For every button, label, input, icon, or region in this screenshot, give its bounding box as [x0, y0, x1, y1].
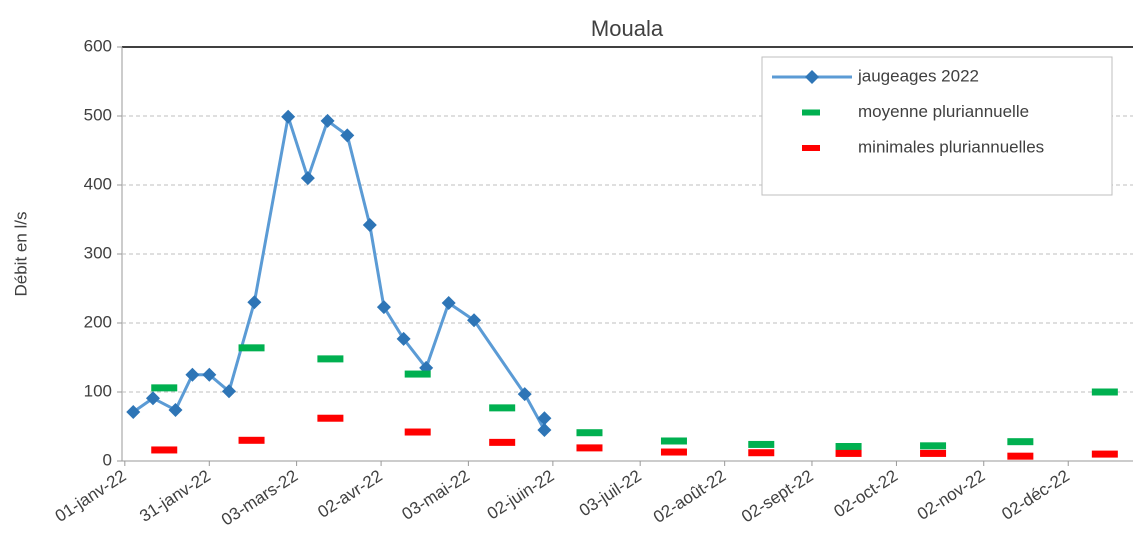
- dash-marker: [404, 370, 431, 378]
- dash-marker: [1091, 450, 1118, 458]
- dash-marker: [1007, 438, 1034, 446]
- data-point: [376, 300, 391, 315]
- x-tick-label: 02-déc-22: [998, 466, 1073, 524]
- x-tick-label: 03-juil-22: [576, 466, 645, 520]
- x-tick-label: 03-mars-22: [218, 466, 301, 529]
- y-axis-label: Débit en l/s: [11, 211, 30, 296]
- y-tick-label: 600: [84, 36, 112, 55]
- x-tick-label: 31-janv-22: [136, 466, 214, 526]
- x-tick-label: 02-sept-22: [738, 466, 817, 526]
- x-tick-label: 02-avr-22: [314, 466, 385, 522]
- dash-marker: [489, 404, 516, 412]
- x-tick-label: 02-août-22: [650, 466, 729, 527]
- legend-label: minimales pluriannuelles: [858, 137, 1044, 156]
- dash-marker: [835, 449, 862, 457]
- dash-marker: [660, 437, 687, 445]
- x-tick-label: 03-mai-22: [398, 466, 473, 524]
- legend-marker: [802, 109, 820, 116]
- dash-marker: [835, 443, 862, 451]
- dash-marker: [576, 444, 603, 452]
- series-line: [132, 116, 546, 431]
- data-point: [281, 109, 296, 124]
- data-point: [185, 367, 200, 382]
- dash-marker: [748, 449, 775, 457]
- dash-marker: [576, 429, 603, 437]
- x-tick-label: 02-juin-22: [484, 466, 558, 523]
- data-point: [300, 171, 315, 186]
- y-tick-label: 200: [84, 312, 112, 331]
- data-point: [362, 218, 377, 233]
- legend-label: jaugeages 2022: [857, 66, 979, 85]
- dash-marker: [1007, 452, 1034, 460]
- dash-marker: [317, 355, 344, 363]
- dash-marker: [660, 448, 687, 456]
- legend-marker: [805, 70, 819, 84]
- y-tick-label: 400: [84, 174, 112, 193]
- dash-marker: [317, 414, 344, 422]
- data-point: [247, 295, 262, 310]
- legend-marker: [802, 145, 820, 151]
- data-point: [340, 128, 355, 143]
- dash-marker: [489, 438, 516, 446]
- data-point: [537, 422, 552, 437]
- x-tick-label: 02-oct-22: [830, 466, 901, 521]
- x-tick-label: 01-janv-22: [52, 466, 130, 526]
- dash-marker: [238, 344, 265, 352]
- data-point: [320, 113, 335, 128]
- dash-marker: [151, 446, 178, 454]
- legend-label: moyenne pluriannuelle: [858, 102, 1029, 121]
- data-point: [222, 384, 237, 399]
- dash-marker: [151, 384, 178, 392]
- data-point: [168, 402, 183, 417]
- data-point: [537, 411, 552, 426]
- data-point: [517, 387, 532, 402]
- data-point: [145, 391, 160, 406]
- data-point: [396, 331, 411, 346]
- data-point: [126, 405, 141, 420]
- dash-marker: [920, 449, 947, 457]
- dash-marker: [748, 440, 775, 448]
- y-tick-label: 0: [103, 450, 112, 469]
- y-tick-label: 300: [84, 243, 112, 262]
- data-point: [441, 295, 456, 310]
- data-point: [202, 367, 217, 382]
- y-tick-label: 100: [84, 381, 112, 400]
- chart-title: Mouala: [591, 16, 664, 41]
- dash-marker: [1091, 388, 1118, 396]
- data-point: [467, 313, 482, 328]
- dash-marker: [920, 442, 947, 450]
- legend-box: [761, 56, 1113, 196]
- dash-marker: [404, 428, 431, 436]
- dash-marker: [238, 436, 265, 444]
- x-tick-label: 02-nov-22: [914, 466, 989, 524]
- y-tick-label: 500: [84, 105, 112, 124]
